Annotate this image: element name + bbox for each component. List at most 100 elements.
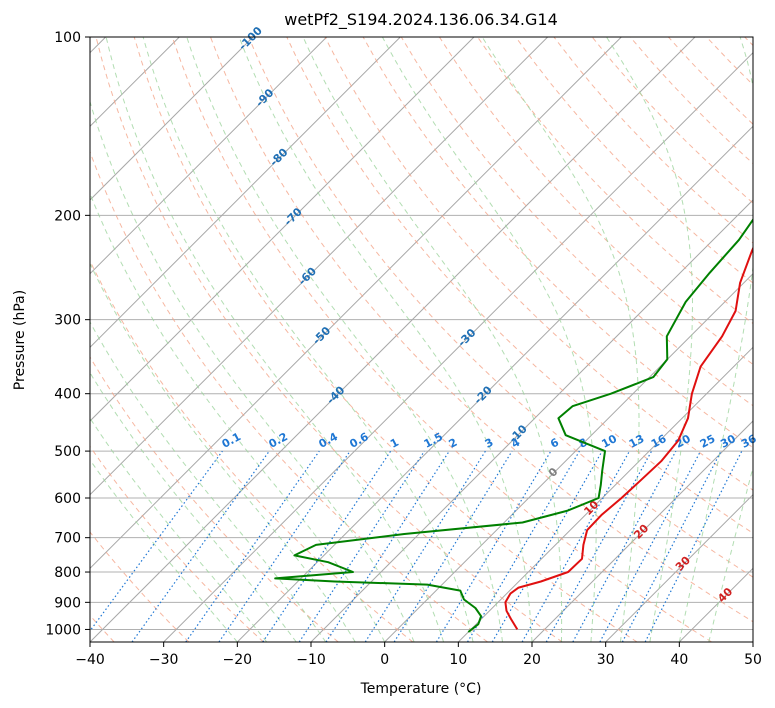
mixing-ratio-line — [364, 450, 486, 642]
isotherm-label: -20 — [472, 383, 495, 406]
y-tick-label: 400 — [54, 387, 81, 403]
y-tick-label: 900 — [54, 595, 81, 611]
x-tick-label: −40 — [75, 652, 105, 668]
moist-adiabat — [481, 37, 640, 642]
profile-line — [504, 245, 753, 630]
profile-lines — [274, 217, 753, 633]
mixing-ratio-label: 1.5 — [422, 430, 445, 451]
x-tick-label: 30 — [597, 652, 615, 668]
isotherm-line — [90, 37, 328, 275]
dry-adiabat — [400, 37, 753, 407]
isotherm-label: -100 — [236, 24, 265, 53]
x-tick-label: 40 — [670, 652, 688, 668]
dry-adiabat — [438, 37, 753, 366]
isotherm-line — [90, 37, 475, 422]
dry-adiabat — [133, 37, 638, 642]
x-tick-label: 50 — [744, 652, 762, 668]
dry-adiabat — [248, 37, 753, 578]
x-tick-label: 20 — [523, 652, 541, 668]
isotherm-line — [163, 51, 753, 642]
moist-adiabat — [302, 37, 563, 642]
mixing-ratio-label: 0.6 — [347, 430, 371, 451]
y-tick-label: 100 — [54, 30, 81, 46]
mixing-ratio-line — [435, 450, 552, 642]
moist-adiabat — [142, 37, 474, 642]
isotherm-label: -80 — [267, 146, 290, 169]
mixing-ratio-line — [644, 450, 743, 642]
isotherm-label: -30 — [455, 326, 478, 349]
isotherm-line — [605, 493, 753, 642]
mixing-ratio-line — [325, 450, 450, 642]
mixing-ratio-line — [262, 450, 392, 642]
isotherm-line — [310, 199, 753, 642]
y-tick-label: 500 — [54, 444, 81, 460]
isotherm-label: -40 — [324, 383, 347, 406]
mixing-ratio-line — [185, 450, 320, 642]
dry-adiabat — [90, 150, 488, 642]
isotherm-label: -70 — [282, 205, 305, 228]
mixing-ratio-line — [572, 450, 677, 642]
x-tick-label: 0 — [380, 652, 389, 668]
mixing-ratio-line — [466, 450, 580, 642]
y-tick-label: 700 — [54, 531, 81, 547]
moist-adiabat — [186, 37, 503, 642]
y-axis: 1000 900 800 700 600 500 400 300 200 100 — [45, 30, 90, 638]
dry-adiabat — [210, 37, 753, 623]
mixing-ratio-label: 0.2 — [267, 430, 290, 451]
x-tick-label: 10 — [449, 652, 467, 668]
mixing-ratio-label: 1 — [388, 436, 401, 451]
isotherm-line — [752, 641, 753, 642]
mixing-ratio-label: 16 — [649, 432, 669, 451]
dry-adiabat — [90, 259, 414, 642]
isotherm-label: 20 — [631, 521, 651, 541]
isotherm-line — [90, 37, 401, 349]
mixing-ratio-line — [90, 450, 223, 632]
dry-adiabat — [90, 356, 339, 642]
mixing-ratio-label: 6 — [548, 436, 561, 451]
y-tick-label: 300 — [54, 313, 81, 329]
x-tick-label: −30 — [149, 652, 179, 668]
dry-adiabat — [706, 37, 753, 86]
dry-adiabat — [95, 37, 563, 642]
x-axis: −40 −30 −20 −10 0 10 20 30 40 50 — [75, 642, 762, 668]
isotherm-line — [90, 37, 549, 496]
x-tick-label: −10 — [296, 652, 326, 668]
isotherm-label: -50 — [310, 324, 333, 347]
dry-adiabat — [591, 37, 753, 204]
dry-adiabat — [286, 37, 753, 534]
plot-frame — [89, 36, 754, 643]
mixing-ratio-line — [491, 450, 603, 642]
x-axis-label: Temperature (°C) — [360, 681, 482, 697]
y-tick-label: 800 — [54, 565, 81, 581]
mixing-ratio-label: 20 — [673, 432, 693, 451]
mixing-ratio-line — [521, 450, 631, 642]
dry-adiabat — [90, 531, 190, 642]
isotherm-line — [90, 37, 254, 201]
isotherm-line — [384, 272, 753, 642]
mixing-ratio-label: 25 — [698, 432, 718, 451]
moist-adiabat — [90, 371, 297, 642]
y-tick-label: 1000 — [45, 622, 81, 638]
isoline-labels: 0.1 0.2 0.4 0.6 1 1.5 2 3 4 6 8 10 13 16 20 25 30 36-100-… — [220, 24, 759, 605]
moist-adiabat — [90, 192, 386, 642]
isotherm-line — [90, 37, 696, 642]
moist-adiabat — [90, 262, 356, 642]
mixing-ratio-label: 13 — [627, 432, 647, 451]
mixing-ratio-line — [218, 450, 351, 642]
moist-adiabat — [105, 37, 445, 642]
dry-adiabat — [668, 37, 753, 125]
moist-adiabat — [606, 37, 693, 642]
x-tick-label: −20 — [223, 652, 253, 668]
chart-title: wetPf2_S194.2024.136.06.34.G14 — [284, 10, 558, 30]
moist-adiabat — [90, 417, 268, 642]
background-lines — [90, 37, 753, 642]
dry-adiabat — [744, 37, 753, 47]
moist-adiabat — [90, 459, 238, 642]
y-axis-label: Pressure (hPa) — [12, 290, 28, 390]
y-tick-label: 600 — [54, 491, 81, 507]
mixing-ratio-line — [545, 450, 653, 642]
moist-adiabat — [381, 37, 597, 642]
mixing-ratio-label: 30 — [718, 432, 738, 451]
isotherm-line — [90, 37, 622, 570]
